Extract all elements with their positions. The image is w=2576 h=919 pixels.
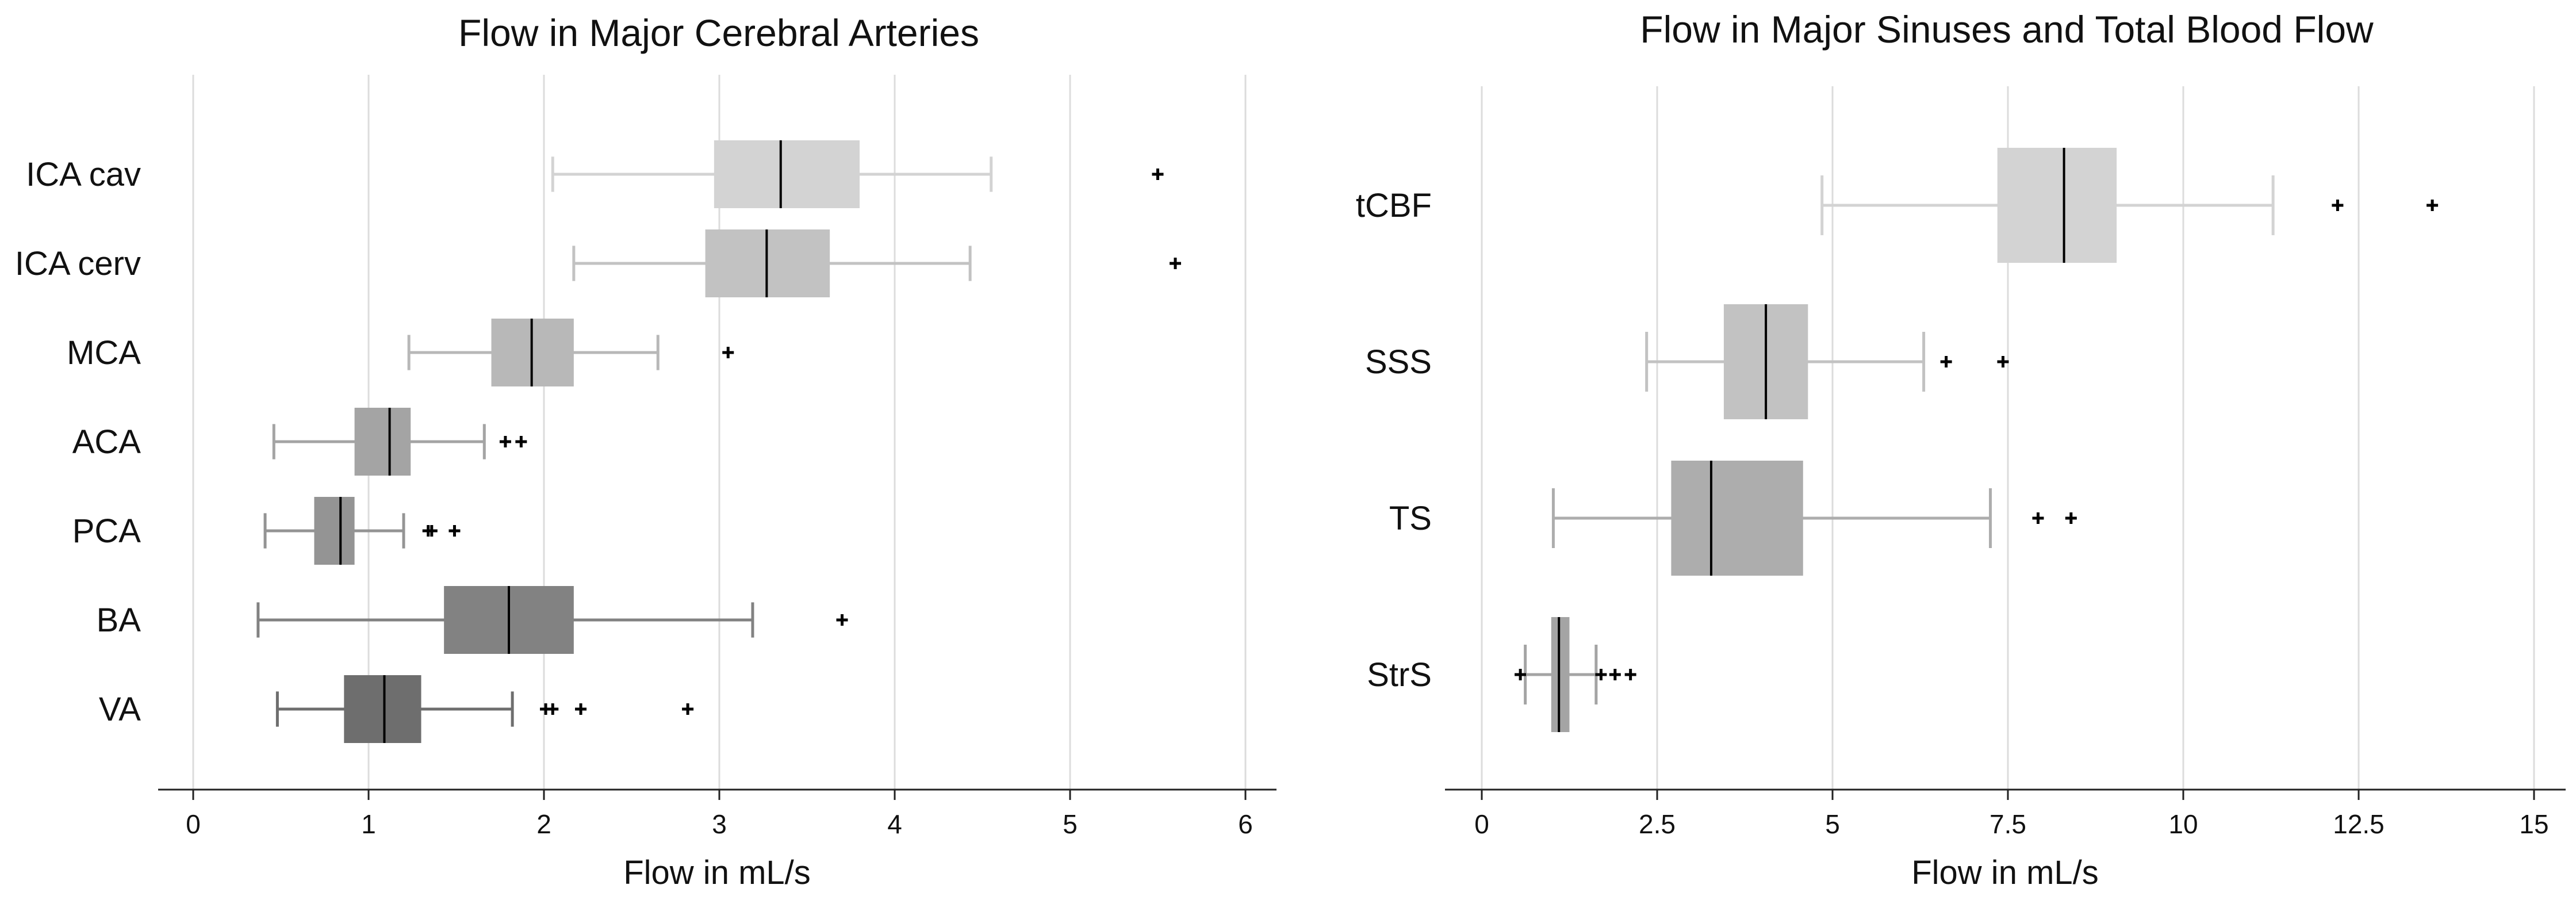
x-tick-label: 6	[1238, 809, 1253, 839]
chart-title: Flow in Major Cerebral Arteries	[458, 12, 979, 54]
x-axis-ticks: 0 2.5 5 7.5 10 12.5 15	[1474, 790, 2549, 839]
outlier-marker	[722, 347, 734, 358]
outlier-marker	[1624, 669, 1636, 680]
outlier-marker	[575, 703, 587, 715]
x-tick-label: 15	[2519, 809, 2548, 839]
x-tick-label: 2	[536, 809, 551, 839]
x-tick-label: 5	[1063, 809, 1078, 839]
outlier-marker	[682, 703, 694, 715]
iqr-box	[1671, 461, 1803, 576]
outlier-marker	[515, 436, 527, 447]
category-label: BA	[97, 602, 141, 639]
outlier-marker	[499, 436, 511, 447]
iqr-box	[344, 675, 421, 743]
x-tick-label: 0	[1474, 809, 1489, 839]
category-label: MCA	[67, 334, 141, 372]
category-label: StrS	[1367, 656, 1432, 694]
box-pca: PCA	[72, 497, 461, 565]
x-axis-ticks: 0 1 2 3 4 5 6	[186, 790, 1253, 839]
x-tick-label: 4	[887, 809, 902, 839]
x-tick-label: 10	[2168, 809, 2198, 839]
box-ba: BA	[97, 586, 848, 654]
outlier-marker	[425, 525, 438, 537]
box-tcbf: tCBF	[1356, 148, 2439, 263]
x-tick-label: 1	[361, 809, 376, 839]
box-sss: SSS	[1365, 304, 2009, 419]
outlier-marker	[1515, 669, 1527, 680]
x-tick-label: 0	[186, 809, 201, 839]
outlier-marker	[2426, 200, 2439, 211]
panel-sinuses-total-flow: Flow in Major Sinuses and Total Blood Fl…	[1356, 8, 2566, 891]
box-ts: TS	[1389, 461, 2077, 576]
box-aca: ACA	[72, 408, 527, 476]
outlier-marker	[547, 703, 559, 715]
box-strs: StrS	[1367, 617, 1636, 732]
iqr-box	[1551, 617, 1570, 732]
outlier-marker	[1609, 669, 1621, 680]
x-tick-label: 2.5	[1639, 809, 1676, 839]
category-label: SSS	[1365, 343, 1432, 381]
category-label: ICA cerv	[15, 245, 141, 282]
x-axis-label: Flow in mL/s	[1911, 854, 2099, 891]
outlier-marker	[1170, 258, 1181, 269]
category-label: tCBF	[1356, 187, 1432, 224]
outlier-marker	[2332, 200, 2344, 211]
box-series: tCBF SSS TS StrS	[1356, 148, 2439, 732]
category-label: PCA	[72, 512, 141, 550]
outlier-marker	[1997, 356, 2009, 367]
x-tick-label: 5	[1825, 809, 1840, 839]
x-tick-label: 12.5	[2333, 809, 2385, 839]
outlier-marker	[1940, 356, 1952, 367]
iqr-box	[714, 140, 860, 208]
outlier-marker	[1595, 669, 1607, 680]
category-label: TS	[1389, 500, 1432, 537]
category-label: ICA cav	[26, 156, 141, 193]
category-label: VA	[99, 691, 141, 728]
chart-title: Flow in Major Sinuses and Total Blood Fl…	[1640, 8, 2374, 51]
panel-cerebral-arteries: Flow in Major Cerebral Arteries ICA cavI…	[15, 12, 1276, 891]
iqr-box	[314, 497, 355, 565]
box-ica-cerv: ICA cerv	[15, 229, 1181, 297]
box-va: VA	[99, 675, 694, 743]
box-series: ICA cav ICA cerv MCA ACA PCA BA VA	[15, 140, 1181, 743]
box-ica-cav: ICA cav	[26, 140, 1164, 208]
x-axis-label: Flow in mL/s	[623, 854, 811, 891]
box-mca: MCA	[67, 319, 734, 386]
outlier-marker	[2032, 512, 2044, 524]
category-label: ACA	[72, 423, 141, 461]
outlier-marker	[2065, 512, 2077, 524]
outlier-marker	[836, 614, 848, 626]
x-tick-label: 7.5	[1989, 809, 2026, 839]
outlier-marker	[1152, 169, 1164, 180]
outlier-marker	[448, 525, 461, 537]
iqr-box	[1997, 148, 2117, 263]
x-tick-label: 3	[712, 809, 727, 839]
iqr-box	[354, 408, 411, 476]
